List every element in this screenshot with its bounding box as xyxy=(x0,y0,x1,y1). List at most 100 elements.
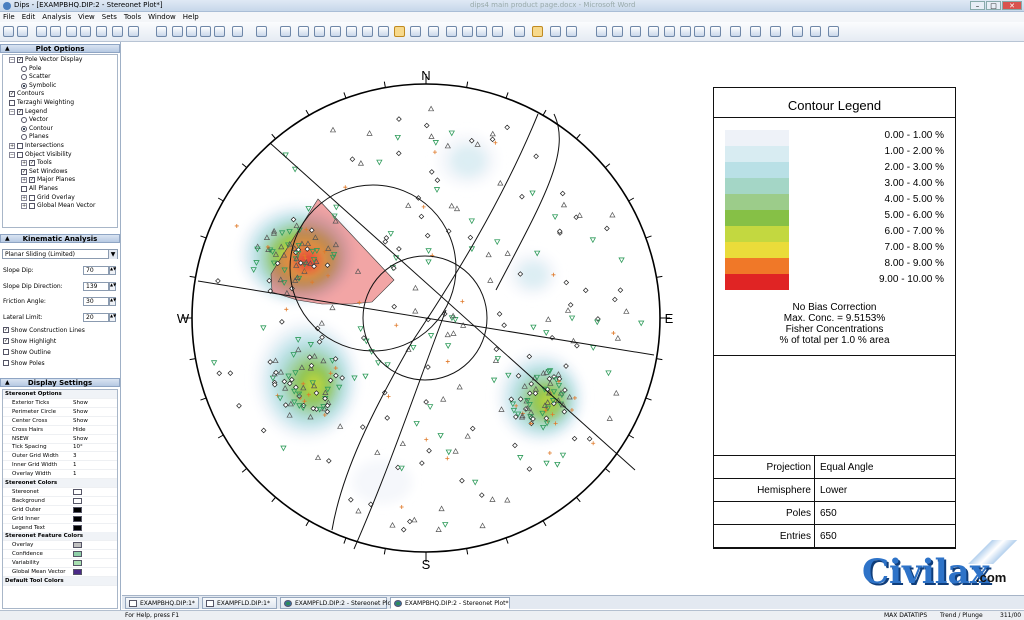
close-button[interactable]: ✕ xyxy=(1002,1,1022,10)
toolbar-button[interactable] xyxy=(770,26,781,37)
checkbox[interactable]: ✓ xyxy=(17,57,23,63)
toolbar-button[interactable] xyxy=(664,26,675,37)
checkbox[interactable]: ✓ xyxy=(17,108,23,115)
checkbox[interactable]: ✓ xyxy=(29,177,35,184)
toolbar-button[interactable] xyxy=(50,26,61,37)
radio-button[interactable] xyxy=(21,125,27,132)
radio-button[interactable] xyxy=(21,117,27,124)
settings-group[interactable]: Stereonet Feature Colors xyxy=(3,532,117,542)
document-tab[interactable]: EXAMPFLD.DIP:2 - Stereonet Plot* xyxy=(280,597,397,609)
spin-arrows-icon[interactable]: ▲▼ xyxy=(109,281,116,291)
color-swatch[interactable] xyxy=(73,542,82,549)
color-swatch[interactable] xyxy=(73,488,82,495)
toolbar-button[interactable] xyxy=(346,26,357,37)
radio-button[interactable] xyxy=(21,65,27,72)
settings-row[interactable]: Grid Inner xyxy=(3,515,117,524)
toolbar-button[interactable] xyxy=(730,26,741,37)
menu-help[interactable]: Help xyxy=(182,13,199,21)
checkbox[interactable] xyxy=(9,100,15,106)
checkbox[interactable] xyxy=(17,143,23,149)
tree-item-intersections[interactable]: + Intersections xyxy=(9,142,64,150)
settings-row[interactable]: Global Mean Vector xyxy=(3,568,117,577)
toolbar-button[interactable] xyxy=(428,26,439,37)
toolbar-button[interactable] xyxy=(810,26,821,37)
settings-group[interactable]: Stereonet Colors xyxy=(3,479,117,488)
tree-item-all-planes[interactable]: All Planes xyxy=(21,185,58,193)
toolbar-button[interactable] xyxy=(96,26,107,37)
toolbar-button[interactable] xyxy=(680,26,691,37)
toolbar-button[interactable] xyxy=(112,26,123,37)
expand-icon[interactable]: + xyxy=(21,160,27,167)
toolbar-button[interactable] xyxy=(256,26,267,37)
minimize-button[interactable]: – xyxy=(970,1,985,10)
toolbar-button[interactable] xyxy=(694,26,705,37)
tree-item-terzaghi-weighting[interactable]: Terzaghi Weighting xyxy=(9,99,74,107)
tree-item-pole[interactable]: Pole xyxy=(21,65,41,73)
spin-arrows-icon[interactable]: ▲▼ xyxy=(109,312,116,322)
settings-row[interactable]: Overlay Width 1 xyxy=(3,470,117,480)
toolbar-button[interactable] xyxy=(792,26,803,37)
expand-icon[interactable]: + xyxy=(21,177,27,184)
expand-icon[interactable]: − xyxy=(9,151,15,158)
toolbar-button[interactable] xyxy=(172,26,183,37)
toolbar-button[interactable] xyxy=(280,26,291,37)
expand-icon[interactable]: + xyxy=(21,203,27,210)
kinematic-field-input[interactable]: 70 xyxy=(83,266,109,275)
expand-icon[interactable]: − xyxy=(9,108,15,115)
settings-row[interactable]: Stereonet xyxy=(3,488,117,497)
tree-item-vector[interactable]: Vector xyxy=(21,116,48,124)
toolbar-button[interactable] xyxy=(232,26,243,37)
toolbar-button[interactable] xyxy=(200,26,211,37)
tree-item-global-mean-vector[interactable]: + Global Mean Vector xyxy=(21,202,95,210)
stereonet-plot[interactable]: N S E W xyxy=(122,42,722,595)
tree-item-grid-overlay[interactable]: + Grid Overlay xyxy=(21,194,75,202)
menu-tools[interactable]: Tools xyxy=(123,13,142,21)
kinematic-mode-select[interactable]: Planar Sliding (Limited) ▼ xyxy=(2,249,118,259)
kinematic-analysis-header[interactable]: ▲ Kinematic Analysis xyxy=(0,234,120,243)
toolbar-button[interactable] xyxy=(378,26,389,37)
toolbar-button[interactable] xyxy=(17,26,28,37)
toolbar-button[interactable] xyxy=(128,26,139,37)
settings-row[interactable]: Grid Outer xyxy=(3,506,117,515)
toolbar-button[interactable] xyxy=(362,26,373,37)
tree-item-object-visibility[interactable]: − Object Visibility xyxy=(9,151,72,159)
tree-item-tools[interactable]: + ✓ Tools xyxy=(21,159,52,167)
spin-arrows-icon[interactable]: ▲▼ xyxy=(109,266,116,275)
toolbar-button[interactable] xyxy=(214,26,225,37)
spin-arrows-icon[interactable]: ▲▼ xyxy=(109,297,116,306)
color-swatch[interactable] xyxy=(73,497,82,504)
tree-item-contour[interactable]: Contour xyxy=(21,125,53,133)
kinematic-field-input[interactable]: 139 xyxy=(83,281,109,291)
toolbar-button[interactable] xyxy=(750,26,761,37)
toolbar-button[interactable] xyxy=(630,26,641,37)
document-tab[interactable]: EXAMPBHQ.DIP:1* xyxy=(125,597,199,609)
maximize-button[interactable]: □ xyxy=(986,1,1001,10)
kinematic-check-2[interactable]: Show Outline xyxy=(3,348,51,356)
tree-item-symbolic[interactable]: Symbolic xyxy=(21,82,56,90)
checkbox[interactable]: ✓ xyxy=(3,338,9,344)
toolbar-button[interactable] xyxy=(80,26,91,37)
toolbar-button[interactable] xyxy=(186,26,197,37)
settings-row[interactable]: Center Cross Show xyxy=(3,417,117,426)
toolbar-button[interactable] xyxy=(446,26,457,37)
toolbar-button[interactable] xyxy=(462,26,473,37)
toolbar-button[interactable] xyxy=(298,26,309,37)
tree-item-legend[interactable]: − ✓ Legend xyxy=(9,108,47,116)
expand-icon[interactable]: − xyxy=(9,57,15,63)
checkbox[interactable] xyxy=(3,349,9,355)
toolbar-button[interactable] xyxy=(156,26,167,37)
toolbar-button[interactable] xyxy=(3,26,14,37)
kinematic-field-input[interactable]: 30 xyxy=(83,297,109,306)
document-tab[interactable]: EXAMPBHQ.DIP:2 - Stereonet Plot* xyxy=(390,597,510,609)
settings-row[interactable]: Confidence xyxy=(3,550,117,560)
radio-button[interactable] xyxy=(21,74,27,81)
settings-group[interactable]: Default Tool Colors xyxy=(3,576,117,586)
settings-row[interactable]: Exterior Ticks Show xyxy=(3,399,117,408)
checkbox[interactable]: ✓ xyxy=(21,168,27,175)
toolbar-button[interactable] xyxy=(410,26,421,37)
tree-item-major-planes[interactable]: + ✓ Major Planes xyxy=(21,176,75,184)
tree-item-pole-vector-display[interactable]: − ✓ Pole Vector Display xyxy=(9,56,82,64)
settings-row[interactable]: Inner Grid Width 1 xyxy=(3,461,117,471)
settings-row[interactable]: Overlay xyxy=(3,541,117,551)
checkbox[interactable]: ✓ xyxy=(9,91,15,98)
